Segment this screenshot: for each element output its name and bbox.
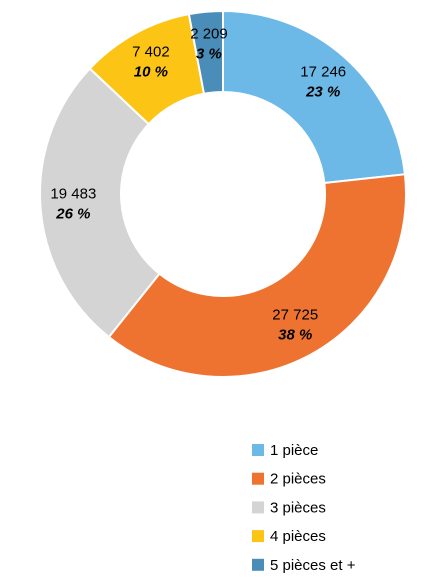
percent-label: 10 % — [134, 63, 168, 80]
percent-label: 38 % — [278, 326, 312, 343]
legend-label: 2 pièces — [270, 471, 326, 488]
legend-swatch — [252, 472, 264, 485]
legend-label: 1 pièce — [270, 442, 318, 459]
percent-label: 3 % — [196, 46, 222, 63]
legend-swatch — [252, 444, 264, 456]
legend-swatch — [252, 501, 264, 514]
legend-swatch — [252, 530, 264, 543]
legend-label: 3 pièces — [270, 499, 326, 516]
value-label: 27 725 — [272, 306, 318, 323]
percent-label: 26 % — [55, 206, 90, 223]
donut-slice — [222, 9, 407, 185]
donut-slice — [187, 9, 224, 95]
value-label: 7 402 — [132, 43, 170, 60]
donut-slice — [107, 173, 407, 378]
donut-slice — [39, 67, 161, 339]
percent-label: 23 % — [305, 83, 340, 100]
value-label: 2 209 — [190, 26, 228, 43]
value-label: 17 246 — [300, 63, 346, 80]
value-label: 19 483 — [50, 186, 96, 203]
legend-label: 5 pièces et + — [270, 557, 356, 574]
legend-swatch — [252, 558, 264, 571]
legend-label: 4 pièces — [270, 528, 326, 545]
